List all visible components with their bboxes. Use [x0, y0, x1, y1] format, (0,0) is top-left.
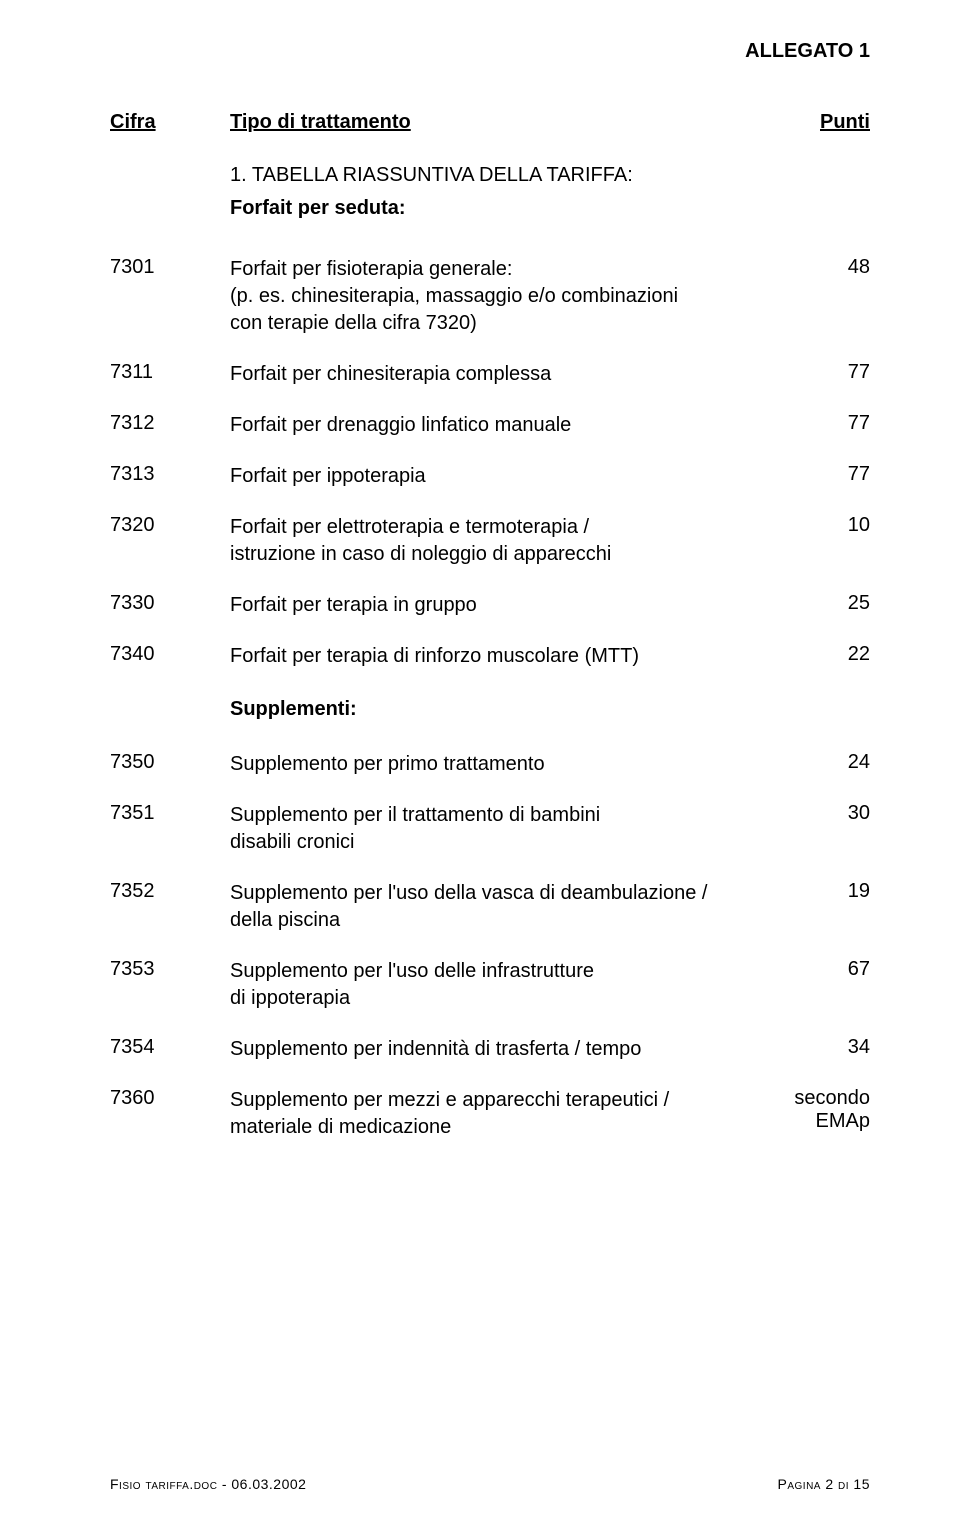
- row-code: 7330: [110, 592, 230, 615]
- table-row: 7312 Forfait per drenaggio linfatico man…: [110, 412, 870, 439]
- section-subtitle: Forfait per seduta:: [230, 197, 870, 220]
- table-row: 7353 Supplemento per l'uso delle infrast…: [110, 958, 870, 1012]
- table-row: 7313 Forfait per ippoterapia 77: [110, 463, 870, 490]
- row-desc: Forfait per chinesiterapia complessa: [230, 361, 750, 388]
- row-desc: Forfait per fisioterapia generale:(p. es…: [230, 256, 750, 337]
- row-val: 77: [750, 463, 870, 486]
- col-header-punti: Punti: [750, 111, 870, 134]
- row-val: 19: [750, 880, 870, 903]
- row-val: 22: [750, 643, 870, 666]
- row-val: 24: [750, 751, 870, 774]
- table-header-row: Cifra Tipo di trattamento Punti: [110, 111, 870, 134]
- row-code: 7353: [110, 958, 230, 981]
- row-code: 7320: [110, 514, 230, 537]
- row-val: 77: [750, 412, 870, 435]
- row-desc: Supplemento per l'uso della vasca di dea…: [230, 880, 750, 934]
- table-row: 7301 Forfait per fisioterapia generale:(…: [110, 256, 870, 337]
- header-allegato: ALLEGATO 1: [110, 40, 870, 63]
- row-code: 7340: [110, 643, 230, 666]
- row-desc: Supplemento per indennità di trasferta /…: [230, 1036, 750, 1063]
- table-row: 7350 Supplemento per primo trattamento 2…: [110, 751, 870, 778]
- row-code: 7351: [110, 802, 230, 825]
- row-desc: Supplemento per l'uso delle infrastruttu…: [230, 958, 750, 1012]
- row-desc: Forfait per ippoterapia: [230, 463, 750, 490]
- footer-right: Pagina 2 di 15: [778, 1476, 870, 1492]
- rows-forfait: 7301 Forfait per fisioterapia generale:(…: [110, 256, 870, 670]
- table-row: 7320 Forfait per elettroterapia e termot…: [110, 514, 870, 568]
- row-desc: Forfait per terapia di rinforzo muscolar…: [230, 643, 750, 670]
- page: ALLEGATO 1 Cifra Tipo di trattamento Pun…: [0, 0, 960, 1526]
- footer-left: Fisio tariffa.doc - 06.03.2002: [110, 1476, 306, 1492]
- section-title: 1. TABELLA RIASSUNTIVA DELLA TARIFFA:: [230, 164, 870, 187]
- supplementi-title: Supplementi:: [230, 698, 870, 721]
- row-val: 34: [750, 1036, 870, 1059]
- row-desc: Forfait per terapia in gruppo: [230, 592, 750, 619]
- row-code: 7350: [110, 751, 230, 774]
- row-code: 7360: [110, 1087, 230, 1110]
- table-row: 7340 Forfait per terapia di rinforzo mus…: [110, 643, 870, 670]
- row-desc: Forfait per elettroterapia e termoterapi…: [230, 514, 750, 568]
- rows-supplementi: 7350 Supplemento per primo trattamento 2…: [110, 751, 870, 1141]
- row-val: 67: [750, 958, 870, 981]
- table-row: 7330 Forfait per terapia in gruppo 25: [110, 592, 870, 619]
- table-row: 7360 Supplemento per mezzi e apparecchi …: [110, 1087, 870, 1141]
- col-header-cifra: Cifra: [110, 111, 230, 134]
- row-val: 48: [750, 256, 870, 279]
- table-row: 7354 Supplemento per indennità di trasfe…: [110, 1036, 870, 1063]
- row-code: 7311: [110, 361, 230, 384]
- row-val: 25: [750, 592, 870, 615]
- col-header-tipo: Tipo di trattamento: [230, 111, 750, 134]
- table-row: 7351 Supplemento per il trattamento di b…: [110, 802, 870, 856]
- table-row: 7311 Forfait per chinesiterapia compless…: [110, 361, 870, 388]
- row-code: 7312: [110, 412, 230, 435]
- row-code: 7313: [110, 463, 230, 486]
- row-desc: Supplemento per mezzi e apparecchi terap…: [230, 1087, 750, 1141]
- row-code: 7301: [110, 256, 230, 279]
- row-code: 7354: [110, 1036, 230, 1059]
- footer: Fisio tariffa.doc - 06.03.2002 Pagina 2 …: [110, 1476, 870, 1492]
- row-desc: Forfait per drenaggio linfatico manuale: [230, 412, 750, 439]
- table-row: 7352 Supplemento per l'uso della vasca d…: [110, 880, 870, 934]
- row-val: 30: [750, 802, 870, 825]
- row-val: secondoEMAp: [750, 1087, 870, 1133]
- row-val: 77: [750, 361, 870, 384]
- row-code: 7352: [110, 880, 230, 903]
- row-desc: Supplemento per primo trattamento: [230, 751, 750, 778]
- row-val: 10: [750, 514, 870, 537]
- row-desc: Supplemento per il trattamento di bambin…: [230, 802, 750, 856]
